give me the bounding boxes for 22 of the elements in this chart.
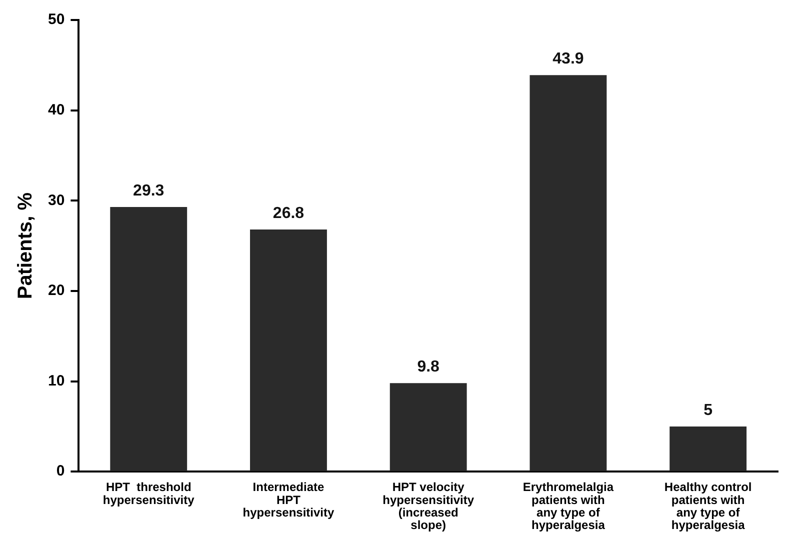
data-label: 5 — [704, 402, 713, 419]
bar — [250, 230, 327, 472]
y-axis-title: Patients, % — [14, 192, 37, 300]
x-tick-label: Erythromelalgia patients with any type of hyperalgesia — [522, 480, 614, 532]
data-label: 9.8 — [417, 358, 440, 376]
y-tick-label: 0 — [56, 462, 65, 480]
x-tick-label: HPT velocity hypersensitivity (increased slope) — [382, 480, 474, 532]
x-tick-label: Healthy control patients with any type of hyperalgesia — [664, 480, 752, 532]
y-tick-label: 10 — [48, 372, 65, 390]
bar — [110, 206, 188, 472]
x-tick-label: Intermediate HPT hypersensitivity — [242, 480, 334, 520]
y-tick-label: 40 — [48, 101, 65, 118]
y-tick-label: 20 — [48, 282, 65, 300]
x-tick-label: HPT threshold hypersensitivity — [102, 480, 195, 507]
data-label: 29.3 — [133, 182, 164, 200]
bar — [530, 75, 607, 472]
y-tick-label: 50 — [48, 11, 65, 28]
data-label: 43.9 — [552, 50, 584, 68]
bar — [390, 383, 467, 472]
data-label: 26.8 — [272, 204, 304, 222]
bar — [670, 426, 747, 472]
y-tick-label: 30 — [48, 192, 65, 209]
